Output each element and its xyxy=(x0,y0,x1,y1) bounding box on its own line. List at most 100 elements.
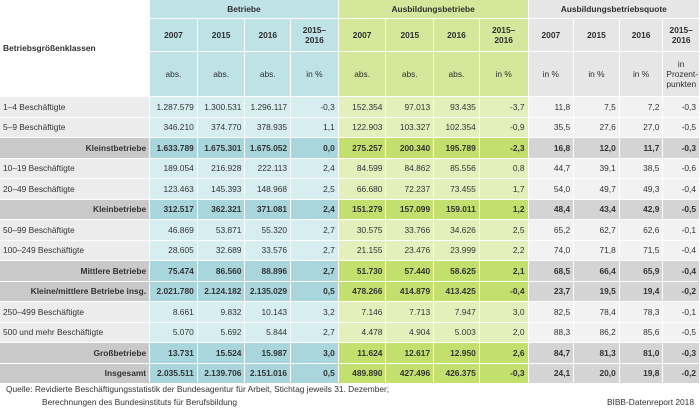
table-row: 5–9 Beschäftigte 346.210 374.770 378.935 1,1… xyxy=(0,117,700,138)
group-header-betriebe: Betriebe xyxy=(150,0,339,19)
table-cell: -0,4 xyxy=(663,240,700,261)
table-cell: 222.113 xyxy=(245,158,292,179)
table-cell: 362.321 xyxy=(197,199,246,220)
table-cell: 81,0 xyxy=(619,343,664,364)
table-cell: 84,7 xyxy=(528,343,575,364)
table-cell: 48,4 xyxy=(528,199,575,220)
table-cell: 5.003 xyxy=(434,322,480,343)
table-cell: 145.393 xyxy=(197,179,246,200)
year-header: 2007 xyxy=(150,19,198,52)
table-cell: 2.139.706 xyxy=(197,363,246,384)
table-cell: 19,4 xyxy=(619,281,664,302)
table-cell: 2,4 xyxy=(291,199,339,220)
table-cell: 23.476 xyxy=(386,240,435,261)
table-cell: 10.143 xyxy=(245,302,292,323)
table-cell: 11,7 xyxy=(619,138,664,159)
table-cell: 73.455 xyxy=(434,179,480,200)
table-cell: 16,8 xyxy=(528,138,575,159)
table-cell: 2,2 xyxy=(479,240,529,261)
table-cell: 23.999 xyxy=(434,240,480,261)
table-cell: 46.869 xyxy=(150,220,198,241)
table-cell: -0,1 xyxy=(663,220,700,241)
table-cell: 78,3 xyxy=(619,302,664,323)
table-cell: 346.210 xyxy=(150,117,198,138)
table-cell: 44,7 xyxy=(528,158,575,179)
row-label: Mittlere Betriebe xyxy=(0,261,151,282)
table-cell: 38,5 xyxy=(619,158,664,179)
table-cell: 35,5 xyxy=(528,117,575,138)
subtotal-row: Insgesamt 2.035.511 2.139.706 2.151.016 0,5 4… xyxy=(0,363,700,384)
year-header: 2016 xyxy=(245,19,292,52)
table-cell: 24,1 xyxy=(528,363,575,384)
table-cell: -0,1 xyxy=(663,302,700,323)
table-cell: 33.766 xyxy=(386,220,435,241)
unit-header: in % xyxy=(528,52,575,97)
table-cell: 216.928 xyxy=(197,158,246,179)
table-cell: 102.354 xyxy=(434,117,480,138)
table-cell: 55.320 xyxy=(245,220,292,241)
table-cell: 2.135.029 xyxy=(245,281,292,302)
year-header: 2015– 2016 xyxy=(479,19,529,52)
table-cell: 53.871 xyxy=(197,220,246,241)
table-cell: 21.155 xyxy=(338,240,387,261)
table-row: 50–99 Beschäftigte 46.869 53.871 55.320 2,7 3… xyxy=(0,220,700,241)
table-cell: 1,2 xyxy=(479,199,529,220)
table-cell: 1.300.531 xyxy=(197,97,246,118)
table-cell: -0,3 xyxy=(663,97,700,118)
table-row: 100–249 Beschäftigte 28.605 32.689 33.576 2,… xyxy=(0,240,700,261)
table-cell: -0,6 xyxy=(663,158,700,179)
table-cell: -3,7 xyxy=(479,97,529,118)
source-note: Quelle: Revidierte Beschäftigungsstatist… xyxy=(6,384,390,394)
table-cell: 5.070 xyxy=(150,322,198,343)
table-cell: 151.279 xyxy=(338,199,387,220)
table-cell: -0,5 xyxy=(663,117,700,138)
unit-header: abs. xyxy=(245,52,292,97)
table-cell: 19,8 xyxy=(619,363,664,384)
subtotal-row: Kleinbetriebe 312.517 362.321 371.081 2,4 151… xyxy=(0,199,700,220)
table-cell: 34.626 xyxy=(434,220,480,241)
table-cell: -0,4 xyxy=(663,261,700,282)
table-cell: 2,7 xyxy=(291,220,339,241)
table-cell: 39,1 xyxy=(574,158,620,179)
table-cell: 7,5 xyxy=(574,97,620,118)
table-cell: 12.617 xyxy=(386,343,435,364)
table-cell: 65,2 xyxy=(528,220,575,241)
table-cell: 51.730 xyxy=(338,261,387,282)
table-cell: 159.011 xyxy=(434,199,480,220)
table-cell: 19,5 xyxy=(574,281,620,302)
table-cell: 97.013 xyxy=(386,97,435,118)
table-cell: 58.625 xyxy=(434,261,480,282)
row-label: Kleinbetriebe xyxy=(0,199,151,220)
table-cell: 5.844 xyxy=(245,322,292,343)
table-cell: 1.296.117 xyxy=(245,97,292,118)
table-cell: 0,5 xyxy=(291,281,339,302)
subtotal-row: Kleinstbetriebe 1.633.789 1.675.301 1.675.0… xyxy=(0,138,700,159)
table-cell: 88,3 xyxy=(528,322,575,343)
table-cell: -2,3 xyxy=(479,138,529,159)
table-cell: 11,8 xyxy=(528,97,575,118)
row-label: 250–499 Beschäftigte xyxy=(0,302,151,323)
table-cell: 78,4 xyxy=(574,302,620,323)
table-cell: 0,0 xyxy=(291,138,339,159)
table-cell: 15.524 xyxy=(197,343,246,364)
table-cell: 195.789 xyxy=(434,138,480,159)
table-cell: 7.947 xyxy=(434,302,480,323)
table-cell: 414.879 xyxy=(386,281,435,302)
table-cell: 378.935 xyxy=(245,117,292,138)
table-cell: -0,3 xyxy=(479,363,529,384)
group-header-quote: Ausbildungsbetriebsquote xyxy=(528,0,700,19)
source-note-continued: Berechnungen des Bundesinstituts für Ber… xyxy=(42,397,238,407)
table-cell: 1.287.579 xyxy=(150,97,198,118)
table-cell: 189.054 xyxy=(150,158,198,179)
row-label: 500 und mehr Beschäftigte xyxy=(0,322,151,343)
table-cell: 72.237 xyxy=(386,179,435,200)
table-cell: 27,0 xyxy=(619,117,664,138)
table-cell: 93.435 xyxy=(434,97,480,118)
table-cell: 74,0 xyxy=(528,240,575,261)
table-cell: 71,8 xyxy=(574,240,620,261)
table-cell: -0,9 xyxy=(479,117,529,138)
unit-header: in % xyxy=(479,52,529,97)
unit-header: abs. xyxy=(197,52,246,97)
data-table: Betriebsgrößenklassen Betriebe Ausbildun… xyxy=(0,0,700,384)
year-header: 2015 xyxy=(197,19,246,52)
